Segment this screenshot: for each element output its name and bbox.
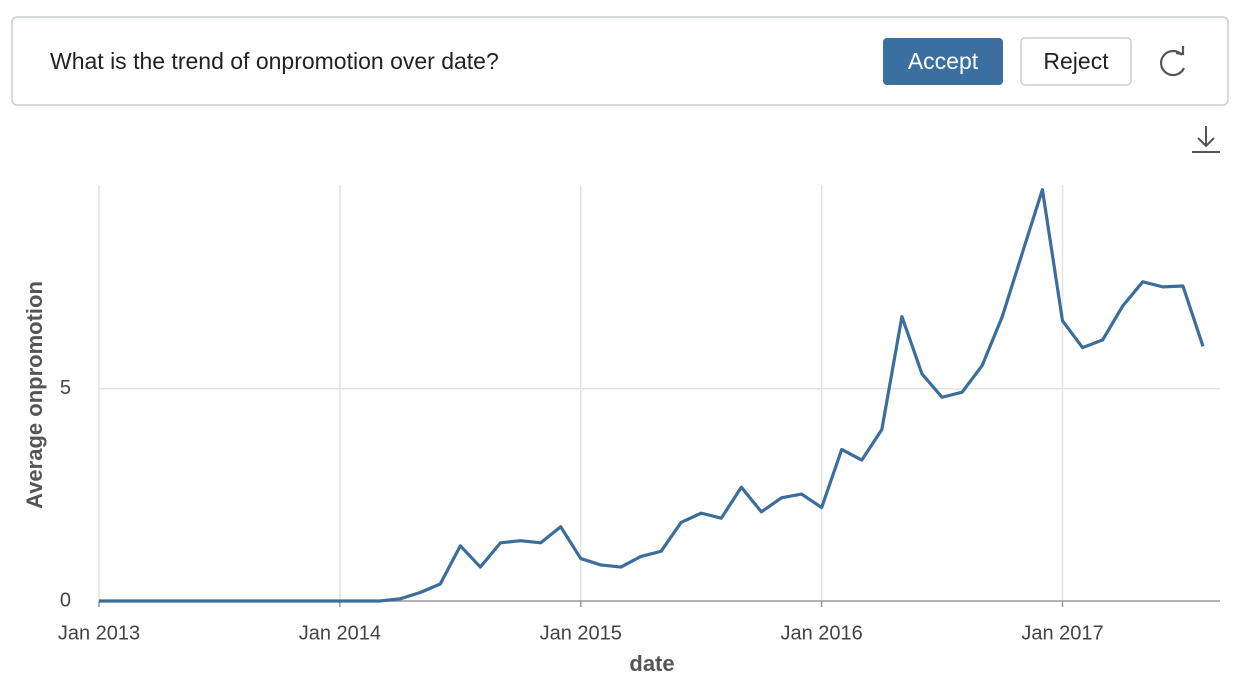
y-tick-label: 0: [60, 589, 71, 611]
accept-bg[interactable]: [883, 38, 1003, 85]
x-tick-label: Jan 2016: [780, 622, 862, 644]
y-axis-label: Average onpromotion: [22, 281, 47, 509]
reject-button[interactable]: Reject: [1020, 37, 1132, 86]
reject-label[interactable]: Reject: [1043, 48, 1109, 74]
download-arrow[interactable]: [1197, 126, 1215, 148]
question: What is the trend of onpromotion over da…: [50, 48, 499, 74]
chart: date Average onpromotion Jan 2013 Jan 201…: [22, 185, 1220, 676]
accept-button[interactable]: Accept: [883, 38, 1003, 85]
x-tick-label: Jan 2015: [540, 622, 622, 644]
refresh-icon[interactable]: [1160, 46, 1185, 77]
y-tick-label: 5: [60, 377, 71, 399]
accept-label[interactable]: Accept: [908, 48, 979, 74]
refresh-arc[interactable]: [1160, 49, 1185, 77]
reject-bg[interactable]: [1020, 37, 1132, 86]
x-tick-label: Jan 2013: [58, 622, 140, 644]
x-tick-label: Jan 2017: [1021, 622, 1103, 644]
x-tick-label: Jan 2014: [299, 622, 381, 644]
x-axis-label: date: [629, 651, 674, 676]
download-icon[interactable]: [1192, 126, 1220, 153]
refresh-arrow[interactable]: [1175, 46, 1185, 56]
data-line: [99, 188, 1205, 603]
